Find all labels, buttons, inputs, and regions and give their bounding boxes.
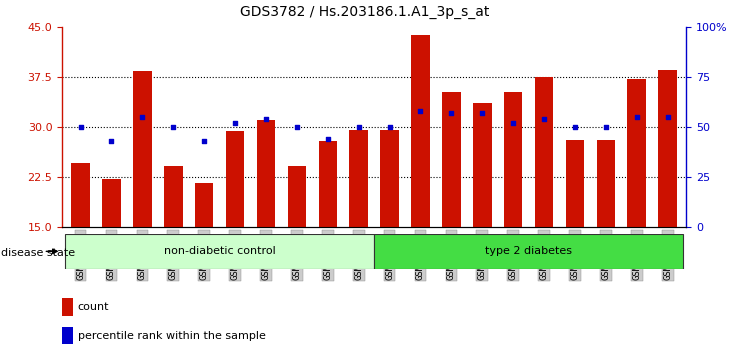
Bar: [164, 166, 182, 227]
Bar: [102, 178, 120, 227]
Bar: [473, 103, 491, 227]
Bar: [566, 140, 584, 227]
Point: [167, 124, 179, 130]
Bar: [62, 298, 73, 316]
Point: [445, 110, 457, 115]
Point: [631, 114, 642, 119]
Bar: [596, 140, 615, 227]
Point: [291, 124, 303, 130]
Point: [260, 116, 272, 121]
Bar: [62, 327, 73, 344]
Point: [600, 124, 612, 130]
Point: [662, 114, 674, 119]
Point: [199, 138, 210, 143]
Point: [384, 124, 396, 130]
Bar: [535, 76, 553, 227]
Bar: [195, 183, 213, 227]
Point: [415, 108, 426, 113]
Point: [74, 124, 86, 130]
Bar: [380, 130, 399, 227]
Bar: [226, 131, 245, 227]
Bar: [504, 92, 523, 227]
Point: [569, 124, 581, 130]
Bar: [65, 234, 374, 269]
Text: type 2 diabetes: type 2 diabetes: [485, 246, 572, 256]
Text: count: count: [77, 302, 110, 312]
Point: [538, 116, 550, 121]
Point: [353, 124, 364, 130]
Point: [322, 136, 334, 141]
Bar: [133, 71, 152, 227]
Bar: [318, 141, 337, 227]
Bar: [411, 35, 430, 227]
Bar: [374, 234, 683, 269]
Bar: [288, 166, 306, 227]
Text: non-diabetic control: non-diabetic control: [164, 246, 275, 256]
Bar: [257, 120, 275, 227]
Bar: [72, 163, 90, 227]
Point: [229, 120, 241, 125]
Point: [477, 110, 488, 115]
Bar: [442, 92, 461, 227]
Point: [106, 138, 118, 143]
Text: disease state: disease state: [1, 248, 76, 258]
Text: GDS3782 / Hs.203186.1.A1_3p_s_at: GDS3782 / Hs.203186.1.A1_3p_s_at: [240, 5, 490, 19]
Point: [507, 120, 519, 125]
Text: percentile rank within the sample: percentile rank within the sample: [77, 331, 266, 341]
Point: [137, 114, 148, 119]
Bar: [658, 70, 677, 227]
Bar: [628, 79, 646, 227]
Bar: [350, 130, 368, 227]
